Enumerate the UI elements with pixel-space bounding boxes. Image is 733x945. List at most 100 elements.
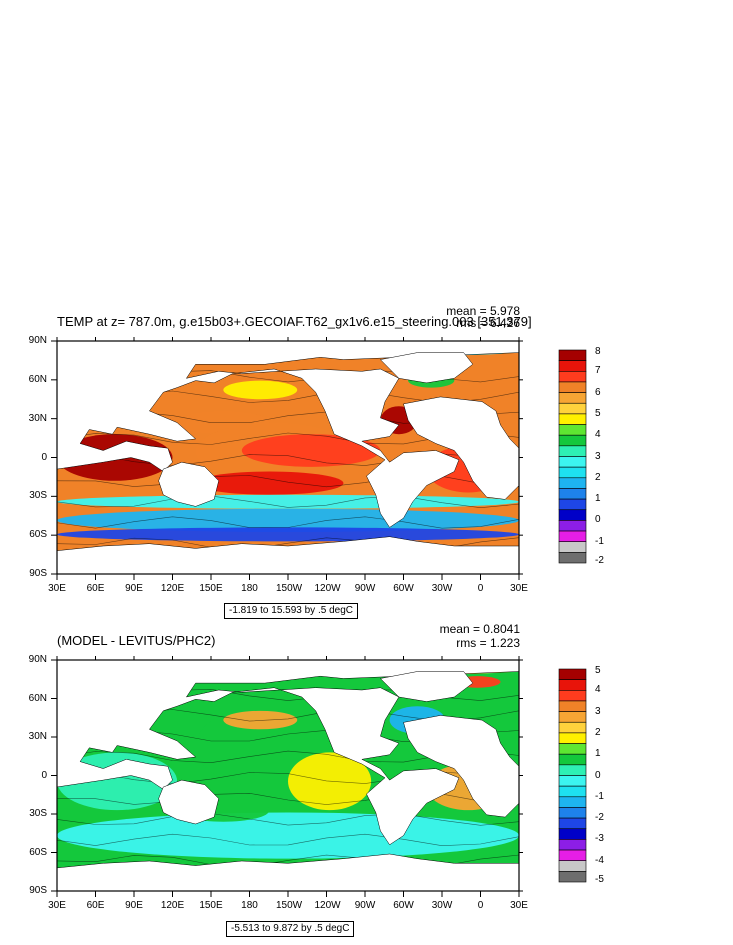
x-tick-label: 30W [431, 583, 453, 594]
colorbar-label: 8 [595, 346, 601, 357]
colorbar-swatch [558, 785, 587, 798]
y-tick-label: 90N [28, 654, 47, 665]
colorbar-label: -2 [595, 555, 604, 566]
colorbar-label: 3 [595, 450, 601, 462]
field-region [223, 710, 298, 730]
colorbar-swatch [558, 721, 587, 734]
x-tick-label: 150W [276, 583, 303, 594]
x-tick-label: 60E [86, 900, 105, 911]
colorbar-swatch [558, 689, 587, 702]
colorbar-label: 3 [595, 705, 601, 717]
panel-title: TEMP at z= 787.0m, g.e15b03+.GECOIAF.T62… [57, 314, 532, 329]
x-tick-label: 90E [125, 900, 143, 911]
y-tick-label: 60S [29, 529, 47, 541]
field-region [195, 471, 344, 495]
x-tick-label: 120E [160, 900, 185, 911]
colorbar-swatch [558, 552, 587, 564]
field-region [241, 434, 381, 467]
contour-info: -5.513 to 9.872 by .5 degC [226, 921, 355, 937]
mean-label: mean = 5.978 [446, 304, 520, 318]
y-tick-label: 90N [28, 335, 47, 346]
land-mask [57, 341, 519, 528]
land-mask [57, 536, 519, 574]
colorbar-label: 0 [595, 514, 601, 526]
colorbar-swatch [558, 775, 587, 787]
contour-info: -1.819 to 15.593 by .5 degC [224, 603, 358, 619]
colorbar-swatch [558, 871, 587, 883]
x-tick-label: 150E [199, 583, 223, 594]
colorbar-swatch [558, 753, 587, 766]
colorbar-label: 0 [595, 769, 601, 781]
y-tick-label: 90S [29, 885, 47, 896]
x-tick-label: 150E [199, 900, 223, 911]
land-mask [403, 715, 519, 818]
colorbar-label: 1 [595, 748, 601, 760]
rms-label: rms = 6.426 [456, 316, 520, 330]
colorbar-label: -3 [595, 833, 604, 845]
y-tick-label: 90S [29, 568, 47, 579]
y-tick-label: 60S [29, 846, 47, 858]
map-field [57, 660, 519, 891]
contour-line [57, 813, 519, 826]
y-tick-label: 0 [41, 769, 47, 781]
x-tick-label: 30E [48, 900, 66, 911]
y-tick-label: 30S [29, 808, 47, 819]
x-tick-label: 30W [431, 900, 453, 911]
colorbar-label: 4 [595, 429, 601, 441]
y-tick-label: 0 [41, 451, 47, 463]
x-tick-label: 120E [160, 583, 185, 594]
x-tick-label: 30E [48, 583, 66, 594]
land-mask [379, 352, 474, 384]
y-tick-label: 60N [28, 692, 47, 704]
land-mask [158, 779, 219, 825]
colorbar-label: -4 [595, 854, 604, 866]
colorbar-label: -5 [595, 874, 604, 885]
x-tick-label: 120W [314, 900, 341, 911]
colorbar-label: 1 [595, 493, 601, 505]
x-tick-label: 60E [86, 583, 105, 594]
x-tick-label: 150W [276, 900, 303, 911]
x-tick-label: 120W [314, 583, 341, 594]
colorbar-label: -1 [595, 535, 604, 547]
y-tick-label: 30N [28, 412, 47, 424]
colorbar-swatch [558, 807, 587, 819]
panel-title: (MODEL - LEVITUS/PHC2) [57, 633, 216, 648]
colorbar-swatch [558, 668, 587, 680]
x-tick-label: 90W [354, 583, 376, 594]
field-region [57, 812, 519, 859]
colorbar-swatch [558, 679, 587, 691]
land-mask [403, 396, 519, 500]
map-field [57, 341, 519, 574]
colorbar-swatch [558, 828, 587, 840]
colorbar-swatch [558, 743, 587, 755]
colorbar-swatch [558, 817, 587, 830]
field-region [223, 380, 298, 400]
colorbar-label: 6 [595, 386, 601, 398]
colorbar-label: 2 [595, 726, 601, 738]
colorbar-label: 2 [595, 471, 601, 483]
colorbar-label: -2 [595, 812, 604, 824]
y-tick-label: 30N [28, 731, 47, 742]
colorbar-swatch [558, 860, 587, 872]
contour-line [57, 516, 519, 529]
colorbar-label: 4 [595, 684, 601, 696]
colorbar-label: 5 [595, 665, 601, 676]
colorbar-label: -1 [595, 790, 604, 802]
x-tick-label: 60W [393, 900, 414, 911]
x-tick-label: 90W [354, 900, 376, 911]
field-region [57, 527, 519, 542]
colorbar-swatch [558, 849, 587, 861]
x-tick-label: 0 [477, 583, 484, 594]
colorbar-swatch [558, 700, 587, 712]
y-tick-label: 60N [28, 373, 47, 385]
rms-label: rms = 1.223 [456, 636, 520, 650]
contour-line [57, 495, 519, 509]
contour-line [57, 833, 519, 847]
y-tick-label: 30S [29, 490, 47, 502]
land-mask [57, 660, 519, 846]
colorbar-swatch [558, 764, 587, 776]
colorbar-swatch [558, 711, 587, 723]
